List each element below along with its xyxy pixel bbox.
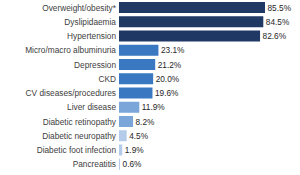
data-label: 82.6% bbox=[263, 31, 287, 41]
data-label: 4.5% bbox=[129, 131, 149, 141]
bar bbox=[119, 88, 152, 99]
category-label: Dyslipidaemia bbox=[64, 17, 116, 27]
bar bbox=[119, 102, 139, 113]
data-label: 0.6% bbox=[123, 159, 143, 169]
data-label: 11.9% bbox=[142, 102, 166, 112]
category-label: Pancreatitis bbox=[73, 159, 116, 169]
category-label: Depression bbox=[74, 60, 116, 70]
category-label: Hypertension bbox=[67, 31, 116, 41]
bar bbox=[119, 145, 122, 156]
bar bbox=[119, 31, 260, 42]
bar bbox=[119, 159, 120, 170]
data-label: 23.1% bbox=[161, 45, 185, 55]
chart: Overweight/obesity* 85.5% Dyslipidaemia 84.… bbox=[0, 0, 300, 175]
data-label: 21.2% bbox=[158, 60, 182, 70]
bar bbox=[119, 116, 133, 127]
category-label: CKD bbox=[98, 74, 116, 84]
category-label: Overweight/obesity* bbox=[42, 3, 117, 13]
data-label: 85.5% bbox=[268, 3, 292, 13]
bar bbox=[119, 73, 153, 84]
category-label: Liver disease bbox=[67, 102, 116, 112]
data-label: 19.6% bbox=[155, 88, 179, 98]
data-label: 8.2% bbox=[136, 117, 156, 127]
category-label: Diabetic foot infection bbox=[37, 145, 117, 155]
bar bbox=[119, 45, 158, 56]
category-label: Diabetic retinopathy bbox=[43, 117, 117, 127]
bars bbox=[119, 2, 265, 170]
category-label: Diabetic neuropathy bbox=[42, 131, 117, 141]
bar bbox=[119, 16, 263, 27]
bar bbox=[119, 2, 265, 13]
data-label: 1.9% bbox=[125, 145, 145, 155]
category-label: Micro/macro albuminuria bbox=[25, 45, 116, 55]
category-label: CV diseases/procedures bbox=[26, 88, 116, 98]
bar bbox=[119, 59, 155, 70]
data-label: 84.5% bbox=[266, 17, 290, 27]
data-label: 20.0% bbox=[156, 74, 180, 84]
bar bbox=[119, 130, 127, 141]
